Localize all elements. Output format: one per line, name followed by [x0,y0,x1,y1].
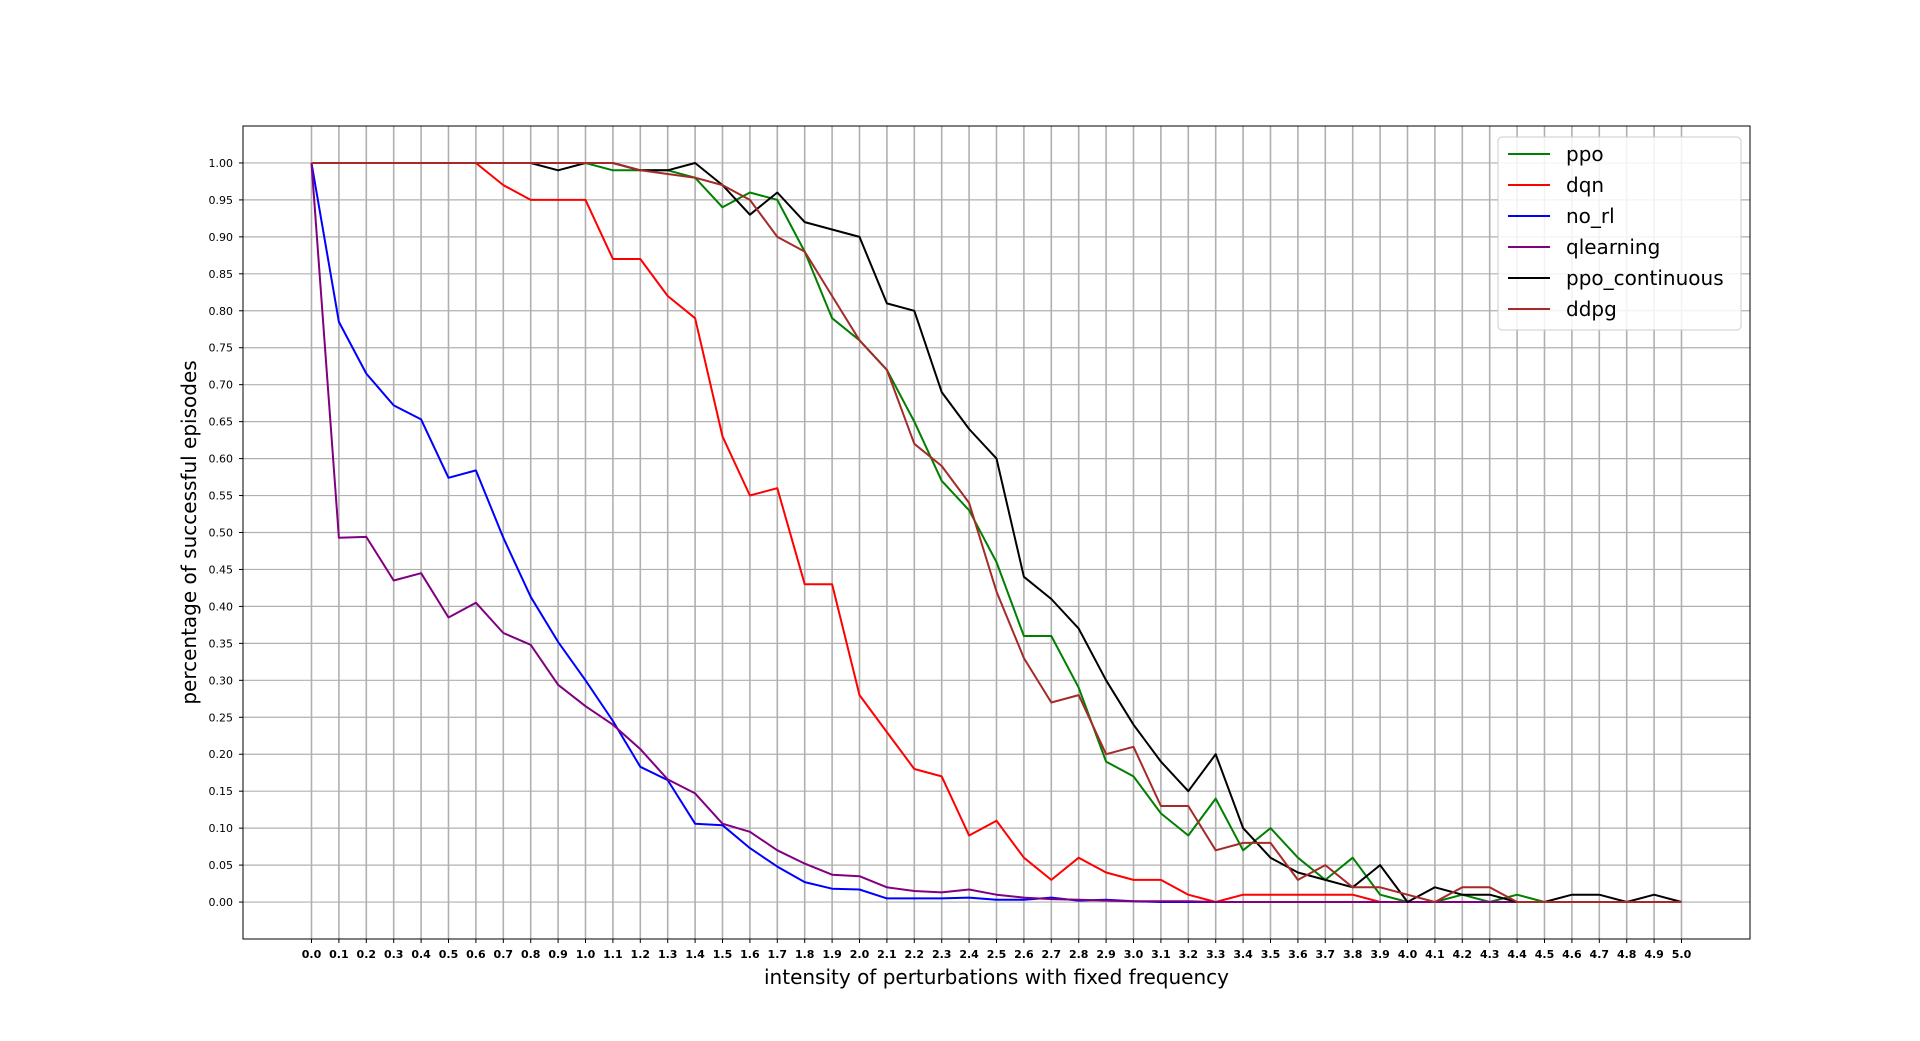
series-line-qlearning [310,162,1682,903]
x-tick-label: 1.5 [713,948,733,961]
x-tick-label: 0.0 [302,948,322,961]
x-tick-label: 3.4 [1233,948,1253,961]
x-tick-label: 4.4 [1507,948,1527,961]
x-tick-label: 4.8 [1617,948,1637,961]
x-tick-label: 0.8 [521,948,541,961]
x-tick-label: 2.1 [877,948,897,961]
legend-label: qlearning [1566,235,1660,259]
x-tick-label: 4.2 [1453,948,1473,961]
y-tick-label: 0.60 [209,453,234,466]
x-tick-label: 2.7 [1042,948,1062,961]
x-tick-label: 3.7 [1316,948,1336,961]
y-gridlines [243,162,1750,903]
x-tick-label: 0.4 [411,948,431,961]
legend-label: no_rl [1566,204,1615,228]
y-tick-label: 0.35 [209,637,234,650]
x-tick-label: 0.5 [439,948,459,961]
legend-label: ppo_continuous [1566,266,1724,290]
x-tick-label: 0.1 [329,948,349,961]
x-tick-label: 4.9 [1644,948,1664,961]
x-tick-label: 2.3 [932,948,952,961]
x-tick-label: 1.8 [795,948,815,961]
x-tick-label: 1.2 [631,948,651,961]
y-tick-label: 0.00 [209,896,234,909]
legend-label: ddpg [1566,297,1617,321]
series-line-ddpg [311,162,1682,903]
y-tick-label: 0.40 [209,600,234,613]
y-tick-label: 0.25 [209,711,234,724]
legend-box [1497,136,1742,331]
x-tick-label: 3.5 [1261,948,1281,961]
x-tick-label: 4.0 [1398,948,1418,961]
x-axis-ticks: 0.0 0.1 0.2 0.3 0.4 0.5 0.6 0.7 0.8 0.9 1.0 1.1 1.2 1… [302,939,1692,961]
y-tick-label: 0.80 [209,305,234,318]
y-tick-label: 0.45 [209,563,234,576]
y-tick-label: 0.10 [209,822,234,835]
x-tick-label: 3.0 [1124,948,1144,961]
x-tick-label: 2.8 [1069,948,1089,961]
x-tick-label: 3.8 [1343,948,1363,961]
x-tick-label: 1.6 [740,948,760,961]
x-tick-label: 1.3 [658,948,678,961]
x-tick-label: 4.1 [1425,948,1445,961]
x-tick-label: 3.3 [1206,948,1226,961]
y-tick-label: 0.50 [209,527,234,540]
x-tick-label: 0.3 [384,948,404,961]
legend-label: ppo [1566,142,1604,166]
x-tick-label: 4.3 [1480,948,1500,961]
x-tick-label: 4.6 [1562,948,1582,961]
x-tick-label: 1.9 [822,948,842,961]
y-tick-label: 1.00 [209,157,234,170]
y-tick-label: 0.85 [209,268,234,281]
x-tick-label: 3.9 [1370,948,1390,961]
y-tick-label: 0.75 [209,342,234,355]
x-tick-label: 5.0 [1672,948,1692,961]
y-tick-label: 0.15 [209,785,234,798]
series-lines [310,162,1682,903]
x-tick-label: 3.2 [1179,948,1199,961]
x-tick-label: 2.5 [987,948,1007,961]
x-tick-label: 2.4 [959,948,979,961]
x-tick-label: 1.1 [603,948,623,961]
x-tick-label: 3.6 [1288,948,1308,961]
x-tick-label: 4.7 [1590,948,1610,961]
x-tick-label: 2.0 [850,948,870,961]
legend-label: dqn [1566,173,1604,197]
y-tick-label: 0.90 [209,231,234,244]
y-tick-label: 0.95 [209,194,234,207]
y-tick-label: 0.05 [209,859,234,872]
x-tick-label: 0.7 [494,948,514,961]
y-tick-label: 0.20 [209,748,234,761]
x-tick-label: 4.5 [1535,948,1555,961]
x-tick-label: 3.1 [1151,948,1171,961]
y-axis-label: percentage of successful episodes [177,360,201,704]
x-tick-label: 0.9 [548,948,568,961]
x-tick-label: 1.4 [685,948,705,961]
x-tick-label: 2.6 [1014,948,1034,961]
y-tick-label: 0.30 [209,674,234,687]
x-tick-label: 1.0 [576,948,596,961]
y-tick-label: 0.70 [209,379,234,392]
x-tick-label: 2.9 [1096,948,1116,961]
x-tick-label: 0.6 [466,948,486,961]
y-axis-ticks: 0.00 0.05 0.10 0.15 0.20 0.25 0.30 0.35 0.40 0.45… [209,157,243,909]
y-tick-label: 0.65 [209,416,234,429]
y-tick-label: 0.55 [209,490,234,503]
x-axis-label: intensity of perturbations with fixed fr… [764,965,1229,989]
x-tick-label: 1.7 [768,948,788,961]
x-tick-label: 2.2 [905,948,925,961]
x-tick-label: 0.2 [357,948,377,961]
